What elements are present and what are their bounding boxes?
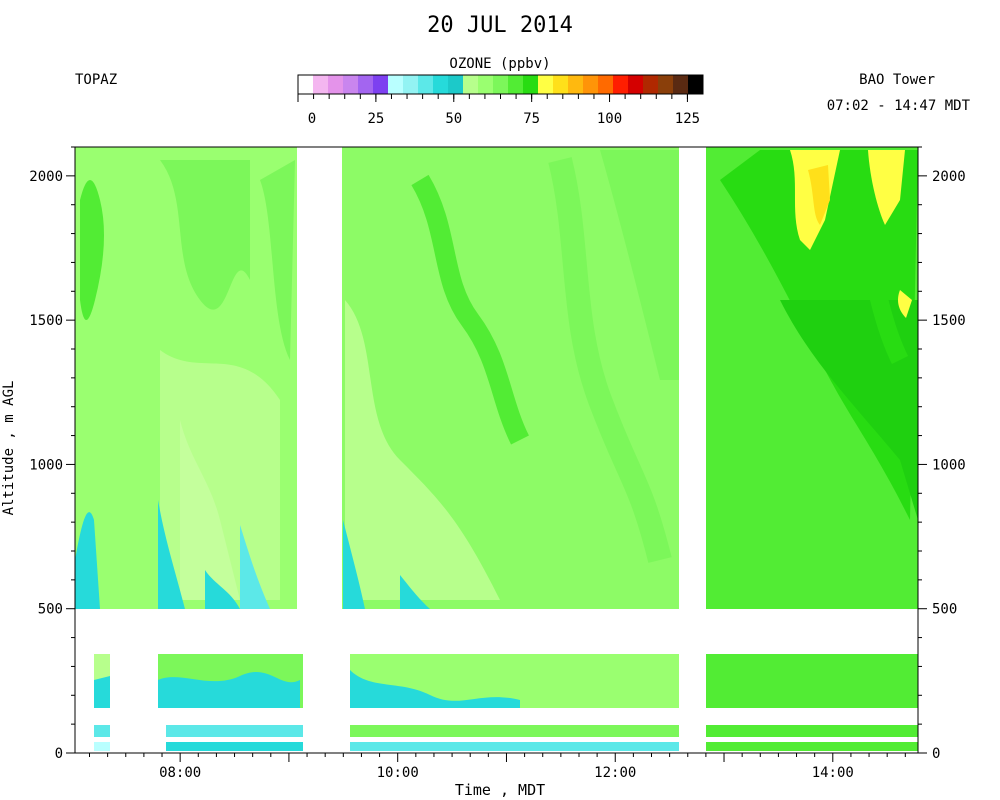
y-tick-label-right: 500	[932, 602, 957, 618]
legend-swatch	[433, 75, 449, 94]
y-axis-left: 0 500 1000 1500 2000	[29, 146, 75, 762]
legend-swatch	[508, 75, 524, 94]
legend-tick-label: 50	[445, 111, 462, 127]
legend-swatch	[373, 75, 389, 94]
legend-swatch	[643, 75, 659, 94]
legend-swatch	[328, 75, 344, 94]
legend-swatch	[673, 75, 689, 94]
high-ozone-patch-4	[898, 290, 912, 318]
legend-swatch	[628, 75, 644, 94]
legend-swatch	[613, 75, 629, 94]
legend-swatch	[463, 75, 479, 94]
x-axis-label: Time , MDT	[455, 781, 545, 799]
y-tick-label-right: 1000	[932, 457, 966, 473]
time-range-label: 07:02 - 14:47 MDT	[827, 98, 971, 114]
high-ozone-patch-2	[808, 165, 830, 225]
high-ozone-patch-3	[868, 150, 905, 225]
y-tick-label-left: 500	[38, 602, 63, 618]
legend-swatch	[448, 75, 464, 94]
legend-colorbar	[297, 74, 704, 95]
contour-field	[75, 147, 918, 751]
x-tick-label: 12:00	[594, 765, 636, 781]
legend-swatch	[358, 75, 374, 94]
y-tick-label-right: 0	[932, 746, 940, 762]
y-axis-right: 0 500 1000 1500 2000	[918, 146, 966, 762]
legend-swatch	[418, 75, 434, 94]
legend-swatch	[403, 75, 419, 94]
legend-swatch	[493, 75, 509, 94]
legend-swatch	[658, 75, 674, 94]
lower-field	[94, 654, 918, 751]
y-axis-label: Altitude , m AGL	[1, 381, 17, 516]
legend-swatch	[553, 75, 569, 94]
legend-swatch	[523, 75, 539, 94]
y-tick-label-left: 2000	[29, 169, 63, 185]
legend-swatch	[568, 75, 584, 94]
legend-tick-label: 0	[308, 111, 316, 127]
legend-swatch	[478, 75, 494, 94]
legend-ticks: 0 25 50 75 100 125	[297, 94, 700, 127]
x-tick-label: 14:00	[812, 765, 854, 781]
site-label: TOPAZ	[75, 72, 117, 88]
contour-blobs-upper	[80, 150, 918, 600]
y-tick-label-right: 2000	[932, 169, 966, 185]
y-tick-label-left: 0	[55, 746, 63, 762]
legend-swatch	[583, 75, 599, 94]
legend-swatch	[343, 75, 359, 94]
y-tick-label-right: 1500	[932, 313, 966, 329]
legend-swatch	[688, 75, 704, 94]
legend-tick-label: 100	[597, 111, 622, 127]
legend-title: OZONE (ppbv)	[449, 56, 550, 72]
legend-swatch	[598, 75, 614, 94]
y-tick-label-left: 1000	[29, 457, 63, 473]
x-axis: 08:00 10:00 12:00 14:00	[89, 753, 906, 781]
chart-title: 20 JUL 2014	[427, 13, 573, 38]
legend-swatch	[538, 75, 554, 94]
location-label: BAO Tower	[859, 72, 935, 88]
legend-tick-label: 75	[523, 111, 540, 127]
plot-frame	[74, 146, 919, 754]
legend-tick-label: 25	[367, 111, 384, 127]
legend-swatch	[313, 75, 329, 94]
legend-swatch	[298, 75, 314, 94]
legend-swatch	[388, 75, 404, 94]
legend-tick-label: 125	[675, 111, 700, 127]
y-tick-label-left: 1500	[29, 313, 63, 329]
low-ozone-upper	[75, 500, 430, 609]
x-tick-label: 10:00	[377, 765, 419, 781]
x-tick-label: 08:00	[159, 765, 201, 781]
